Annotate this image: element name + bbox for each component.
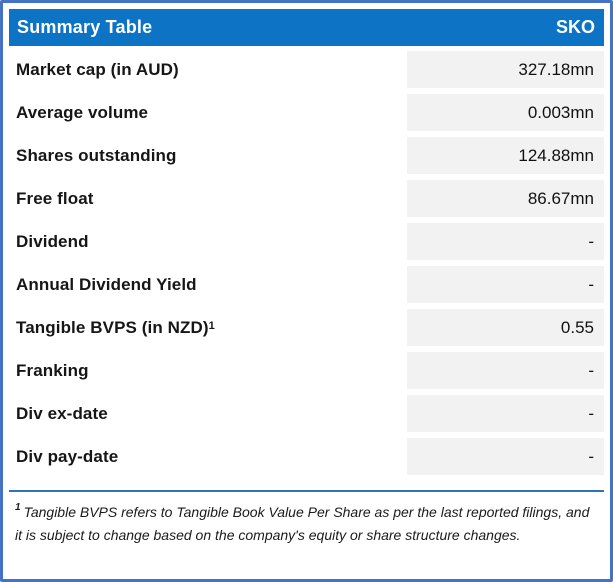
table-row: Div ex-date -: [9, 392, 604, 435]
footnote-body: Tangible BVPS refers to Tangible Book Va…: [15, 504, 590, 543]
row-label: Dividend: [16, 231, 89, 251]
row-label: Tangible BVPS (in NZD): [16, 317, 209, 337]
row-value: 0.003mn: [407, 94, 604, 131]
table-row: Dividend -: [9, 220, 604, 263]
row-label: Shares outstanding: [16, 145, 177, 165]
table-row: Free float 86.67mn: [9, 177, 604, 220]
row-value: 86.67mn: [407, 180, 604, 217]
row-label: Annual Dividend Yield: [16, 274, 197, 294]
row-value: -: [407, 266, 604, 303]
row-label: Franking: [16, 360, 89, 380]
row-value: 0.55: [407, 309, 604, 346]
footnote-text: 1 Tangible BVPS refers to Tangible Book V…: [9, 492, 601, 547]
row-value: -: [407, 223, 604, 260]
table-row: Annual Dividend Yield -: [9, 263, 604, 306]
ticker-symbol: SKO: [555, 17, 595, 37]
table-title: Summary Table: [17, 17, 153, 37]
row-label: Average volume: [16, 102, 149, 122]
rows: Market cap (in AUD) 327.18mn Average vol…: [9, 48, 604, 478]
table-row: Tangible BVPS (in NZD) 1 0.55: [9, 306, 604, 349]
row-label: Free float: [16, 188, 94, 208]
row-label: Div pay-date: [16, 446, 119, 466]
table-row: Shares outstanding 124.88mn: [9, 134, 604, 177]
table-row: Average volume 0.003mn: [9, 91, 604, 134]
row-label: Div ex-date: [16, 403, 108, 423]
table-row: Franking -: [9, 349, 604, 392]
footnote-superscript: 1: [15, 502, 21, 514]
row-value: 124.88mn: [407, 137, 604, 174]
row-value: 327.18mn: [407, 51, 604, 88]
row-value: -: [407, 395, 604, 432]
row-value: -: [407, 352, 604, 389]
row-value: -: [407, 438, 604, 475]
table-row: Market cap (in AUD) 327.18mn: [9, 48, 604, 91]
row-label: Market cap (in AUD): [16, 59, 179, 79]
table-row: Div pay-date -: [9, 435, 604, 478]
footnote-divider: [9, 490, 604, 492]
table-header-bar: Summary Table SKO: [9, 9, 604, 46]
